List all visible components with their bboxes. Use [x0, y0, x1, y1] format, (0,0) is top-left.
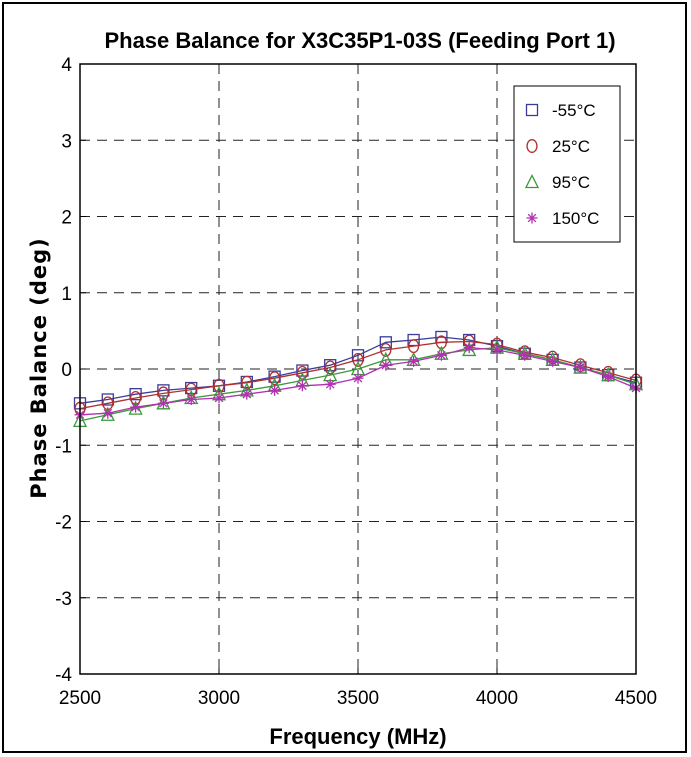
data-point	[100, 406, 115, 421]
data-point	[296, 364, 309, 377]
data-point	[129, 388, 142, 401]
star-stroke	[242, 389, 252, 399]
axis-ticks: 2500 3000 3500 4000 4500 -4 -3 -2 -1 0 1 2 3 4	[55, 55, 657, 709]
star-stroke	[214, 393, 224, 403]
data-point	[268, 371, 281, 386]
star-stroke	[103, 408, 113, 418]
x-tick-label: 3500	[337, 688, 379, 709]
data-point	[130, 401, 142, 413]
legend-label: 95°C	[552, 173, 590, 192]
data-point	[380, 342, 392, 357]
y-tick-label: 3	[61, 131, 72, 152]
star-stroke	[520, 350, 530, 360]
data-point	[491, 344, 503, 356]
data-point	[380, 359, 392, 371]
legend-label: -55°C	[552, 101, 596, 120]
legend: -55°C 25°C 95°C 150°C	[513, 85, 621, 243]
star-stroke	[437, 350, 446, 360]
star-stroke	[464, 343, 474, 352]
legend-marker	[526, 212, 538, 224]
legend-label: 150°C	[552, 209, 599, 228]
data-point	[324, 360, 336, 375]
data-point	[352, 372, 364, 384]
legend-marker	[526, 139, 538, 153]
data-point	[602, 371, 614, 383]
data-point	[185, 381, 198, 395]
data-point	[519, 349, 531, 361]
y-tick-label: 0	[61, 360, 72, 381]
data-point	[213, 378, 225, 393]
x-tick-label: 4500	[615, 688, 657, 709]
legend-marker	[525, 103, 539, 117]
star-stroke	[603, 372, 613, 381]
data-point	[435, 335, 447, 350]
star-stroke	[270, 386, 279, 395]
star-stroke	[409, 357, 418, 366]
data-point	[296, 365, 308, 380]
data-point	[574, 361, 586, 373]
star-stroke	[298, 381, 307, 391]
data-point	[241, 388, 253, 400]
data-point	[379, 336, 392, 349]
grid-lines	[80, 64, 636, 674]
legend-marker	[524, 173, 540, 189]
x-tick-label: 4000	[476, 688, 518, 709]
data-point	[101, 393, 114, 406]
data-point	[269, 384, 281, 396]
star-stroke	[159, 399, 168, 408]
data-point	[435, 349, 447, 361]
y-tick-label: 2	[61, 208, 72, 229]
chart-title: Phase Balance for X3C35P1-03S (Feeding P…	[104, 28, 615, 53]
y-tick-label: -3	[55, 589, 72, 610]
series-line	[79, 340, 637, 410]
star-stroke	[492, 345, 502, 355]
data-point	[352, 352, 364, 367]
data-point	[102, 407, 114, 419]
y-tick-label: -2	[55, 513, 72, 534]
y-tick-label: 4	[61, 55, 72, 76]
x-axis-label: Frequency (MHz)	[269, 724, 446, 749]
y-axis-label: Phase Balance (deg)	[27, 237, 51, 499]
data-point	[408, 355, 420, 367]
y-tick-label: -1	[55, 436, 72, 457]
star-stroke	[381, 360, 391, 370]
phase-balance-chart: Phase Balance for X3C35P1-03S (Feeding P…	[27, 28, 657, 749]
legend-label: 25°C	[552, 137, 590, 156]
star-stroke	[353, 373, 363, 383]
y-tick-label: -4	[55, 665, 72, 686]
data-point	[324, 359, 337, 372]
star-stroke	[325, 379, 335, 389]
data-point	[351, 349, 365, 362]
star-stroke	[527, 213, 537, 223]
data-point	[185, 394, 197, 405]
star-stroke	[548, 357, 557, 366]
data-point	[462, 341, 477, 357]
data-point	[157, 397, 169, 409]
data-point	[213, 392, 225, 404]
series-layer	[72, 330, 644, 428]
star-stroke	[131, 402, 140, 412]
y-tick-label: 1	[61, 284, 72, 305]
data-point	[324, 378, 336, 390]
data-point	[547, 355, 559, 367]
data-point	[463, 342, 475, 354]
x-tick-label: 3000	[198, 688, 240, 709]
star-stroke	[186, 395, 196, 404]
star-stroke	[576, 363, 585, 372]
x-tick-label: 2500	[59, 688, 101, 709]
data-point	[296, 380, 308, 392]
